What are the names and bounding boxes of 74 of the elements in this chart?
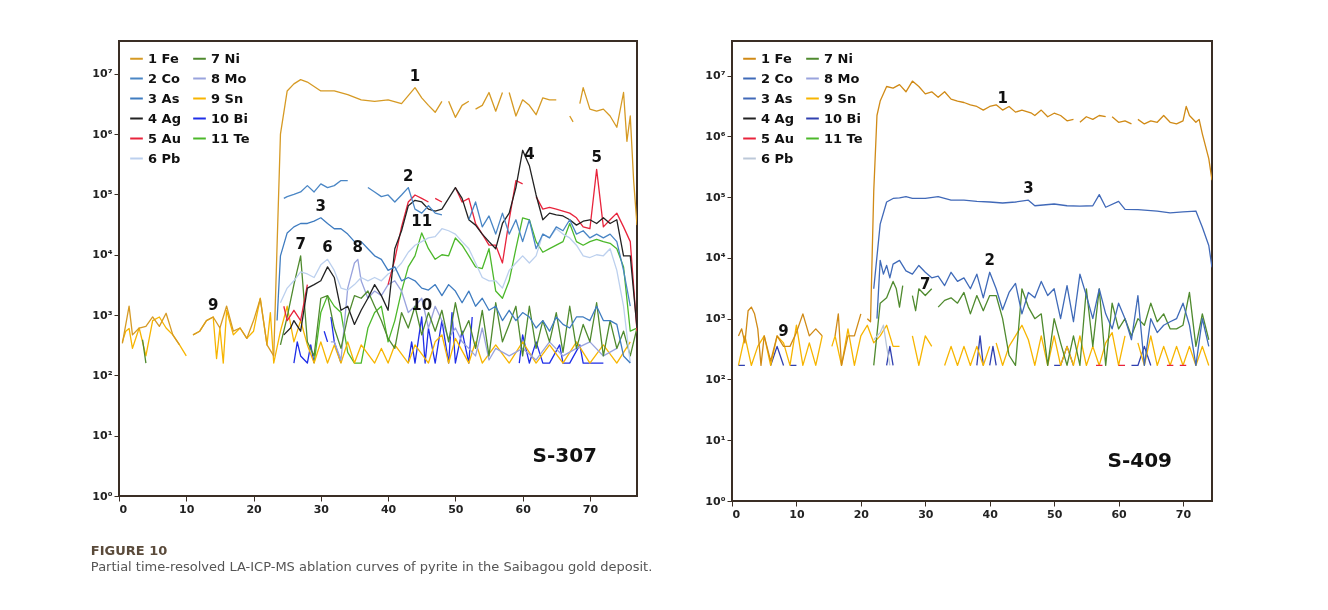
annotation: 9 [207,295,219,314]
y-tick-label: 10⁵ [92,187,113,201]
y-tick-label: 10⁰ [92,489,113,503]
legend-label: 11 Te [824,130,863,146]
y-tick-label: 10⁶ [92,127,113,141]
legend-label: 5 Au [761,130,794,146]
annotation: 7 [920,274,931,293]
legend-label: 3 As [761,90,793,106]
x-tick-label: 30 [313,502,330,516]
x-tick-label: 10 [789,507,805,521]
x-tick-label: 50 [448,502,464,516]
x-tick-label: 60 [515,502,532,516]
legend-label: 10 Bi [211,110,248,126]
annotation: 11 [411,211,433,230]
annotation: 2 [984,251,995,270]
annotation: 10 [411,295,433,314]
annotation: 2 [403,166,414,185]
x-tick-label: 40 [982,507,999,521]
legend-label: 9 Sn [211,90,244,106]
legend-label: 9 Sn [824,90,857,106]
x-tick-label: 20 [246,502,263,516]
legend-label: 8 Mo [824,70,860,86]
x-tick-label: 70 [582,502,599,516]
y-tick-label: 10⁴ [705,251,726,265]
text: Partial time-resolved LA-ICP-MS ablation curves of pyrite in the Saibagou gold deposit. [90,559,653,574]
legend-label: 2 Co [761,70,794,86]
y-tick-label: 10¹ [705,433,726,447]
y-tick-label: 10⁷ [92,67,113,81]
annotation: 8 [352,238,364,257]
legend-label: 2 Co [148,70,181,86]
y-tick-label: 10² [705,372,726,386]
y-tick-label: 10⁴ [92,248,113,262]
text: FIGURE 10 [90,543,168,558]
legend-label: 10 Bi [824,110,861,126]
annotation: 6 [322,238,333,257]
legend-label: 11 Te [211,130,250,146]
annotation: S-409 [1107,448,1172,472]
legend-label: 6 Pb [148,150,181,166]
y-tick-label: 10⁵ [705,190,726,204]
annotation: 3 [315,196,327,215]
x-tick-label: 60 [1111,507,1128,521]
x-tick-label: 20 [853,507,870,521]
x-tick-label: 50 [1046,507,1063,521]
y-tick-label: 10¹ [92,429,113,443]
legend-label: 7 Ni [211,50,240,66]
annotation: 1 [997,89,1008,108]
x-tick-label: 10 [179,502,195,516]
annotation: S-307 [532,443,597,467]
annotation: 1 [409,66,421,85]
legend-label: 1 Fe [148,50,179,66]
legend-label: 7 Ni [824,50,853,66]
y-tick-label: 10⁷ [705,69,726,83]
annotation: 5 [591,148,602,167]
x-tick-label: 0 [732,507,741,521]
legend-label: 3 As [148,90,180,106]
legend-label: 4 Ag [761,110,794,126]
legend-label: 1 Fe [761,50,792,66]
x-tick-label: 0 [119,502,128,516]
x-tick-label: 40 [380,502,397,516]
x-tick-label: 70 [1175,507,1192,521]
legend-label: 5 Au [148,130,181,146]
x-tick-label: 30 [918,507,934,521]
y-tick-label: 10⁶ [705,129,726,143]
y-tick-label: 10³ [92,308,113,322]
annotation: 9 [778,321,789,340]
legend-label: 8 Mo [211,70,247,86]
annotation: 3 [1023,179,1034,198]
legend-label: 4 Ag [148,110,181,126]
legend-label: 6 Pb [761,150,794,166]
annotation: 4 [524,144,535,163]
annotation: 7 [295,234,306,253]
y-tick-label: 10² [92,368,113,382]
y-tick-label: 10³ [705,312,726,326]
y-tick-label: 10⁰ [705,494,726,508]
